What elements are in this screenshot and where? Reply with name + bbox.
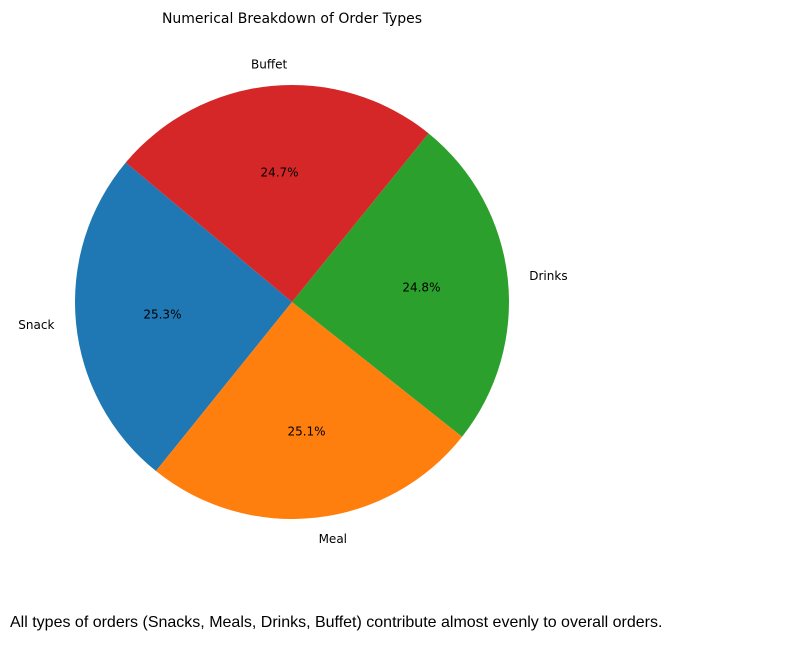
pie-slice-meal bbox=[155, 302, 463, 519]
pie-slice-drinks bbox=[292, 133, 509, 437]
pct-label-snack: 25.3% bbox=[143, 308, 181, 322]
pie-chart: Numerical Breakdown of Order Types Snack… bbox=[18, 11, 567, 546]
caption-text: All types of orders (Snacks, Meals, Drin… bbox=[10, 614, 663, 631]
pct-label-buffet: 24.7% bbox=[260, 165, 298, 179]
pct-label-meal: 25.1% bbox=[287, 424, 325, 438]
slice-label-meal: Meal bbox=[319, 532, 347, 546]
chart-title: Numerical Breakdown of Order Types bbox=[162, 11, 422, 27]
pct-label-drinks: 24.8% bbox=[402, 281, 440, 295]
pie-slice-snack bbox=[75, 162, 292, 472]
slice-label-buffet: Buffet bbox=[251, 57, 287, 71]
slice-label-drinks: Drinks bbox=[529, 269, 567, 283]
pie-slice-buffet bbox=[125, 85, 429, 302]
slice-label-snack: Snack bbox=[18, 318, 54, 332]
